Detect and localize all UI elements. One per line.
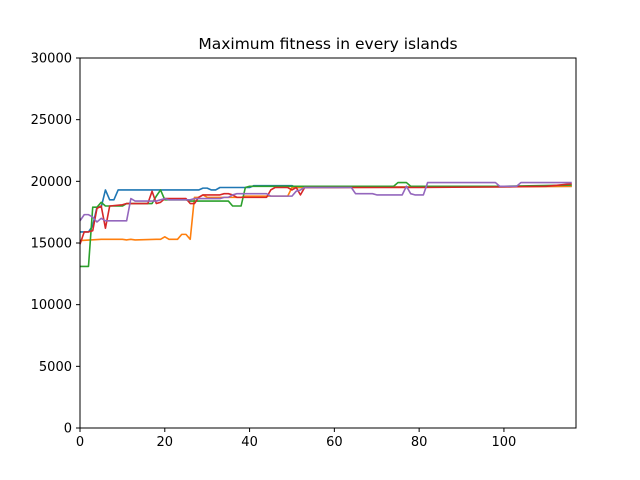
y-tick-label: 10000 xyxy=(31,298,72,313)
x-tick-label: 0 xyxy=(76,435,84,450)
y-tick-label: 0 xyxy=(64,422,72,437)
x-tick-label: 80 xyxy=(411,435,428,450)
x-tick-label: 60 xyxy=(326,435,343,450)
y-tick-label: 25000 xyxy=(31,113,72,128)
x-tick-label: 100 xyxy=(492,435,517,450)
x-tick-label: 40 xyxy=(241,435,258,450)
x-tick-label: 20 xyxy=(157,435,174,450)
y-tick-label: 20000 xyxy=(31,175,72,190)
y-tick-label: 5000 xyxy=(39,360,72,375)
x-axis: 0 20 40 60 80 100 xyxy=(76,428,516,450)
y-tick-label: 30000 xyxy=(31,52,72,67)
y-tick-label: 15000 xyxy=(31,237,72,252)
series-layer xyxy=(79,181,572,268)
series-line-5 xyxy=(79,181,572,223)
chart-title: Maximum fitness in every islands xyxy=(198,35,457,53)
y-axis: 0 5000 10000 15000 20000 25000 30000 xyxy=(31,52,80,437)
